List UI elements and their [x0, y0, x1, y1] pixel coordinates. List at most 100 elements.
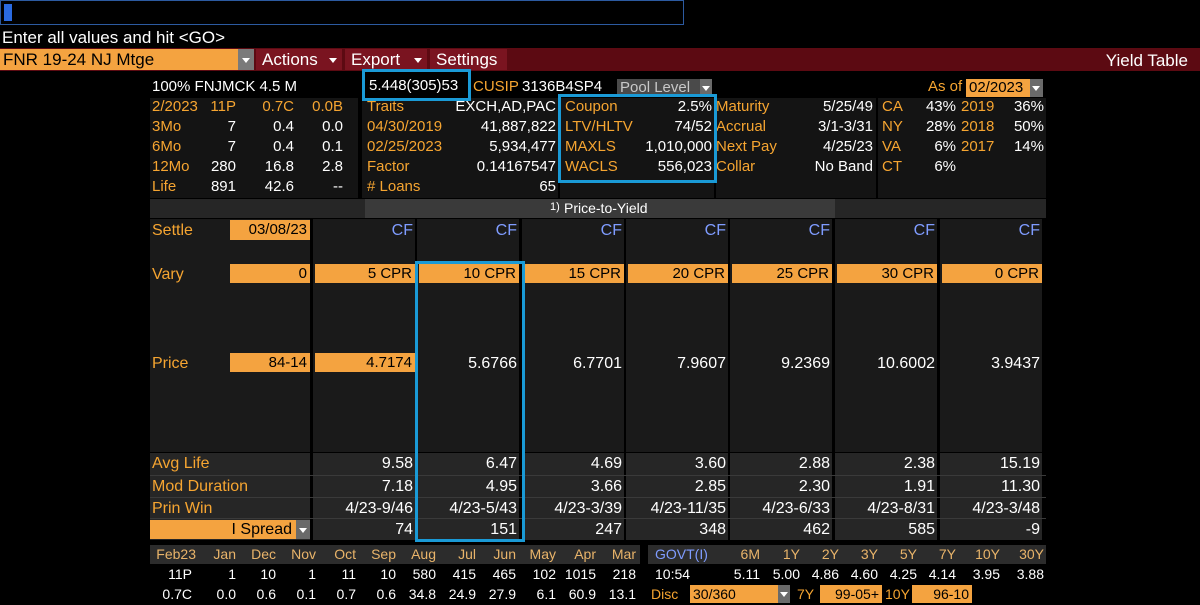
vary-field[interactable]: 5 CPR [315, 264, 415, 283]
grid-panel [417, 453, 519, 540]
price-field[interactable]: 84-14 [230, 353, 310, 372]
row-divider [150, 518, 1046, 519]
history-value: 13.1 [608, 586, 636, 602]
info-label: Maturity [716, 98, 770, 115]
cell-value: 4.69 [590, 455, 622, 472]
history-value: 27.9 [488, 586, 516, 602]
stat-label: 12Mo [152, 158, 190, 175]
row-label: Mod Duration [152, 478, 249, 495]
vary-field[interactable]: 10 CPR [419, 264, 519, 283]
tenor-header: 6M [740, 546, 760, 562]
cell-value: 4/23-8/31 [867, 500, 935, 517]
month-header: Mar [611, 546, 636, 562]
menu-button[interactable]: Actions [256, 49, 342, 70]
stat-value: 0.0 [322, 118, 343, 135]
command-input[interactable] [0, 0, 684, 25]
govt-yield: 4.86 [811, 566, 839, 582]
row-label: Price [152, 355, 189, 372]
settle-field[interactable]: 03/08/23 [230, 220, 310, 240]
menu-button[interactable]: Export [345, 49, 427, 70]
price-field[interactable]: 4.7174 [315, 353, 415, 372]
history-value: 6.1 [536, 586, 556, 602]
history-value: 0.6 [256, 586, 276, 602]
day-count-field[interactable]: 30/360 [690, 585, 778, 603]
vary-field[interactable]: 20 CPR [628, 264, 728, 283]
vary-field[interactable]: 30 CPR [837, 264, 937, 283]
grid-panel [313, 219, 415, 452]
grid-panel [940, 219, 1042, 452]
cf-label: CF [808, 222, 830, 239]
month-header: Aug [411, 546, 436, 562]
cell-value: 462 [803, 521, 830, 538]
price-a-field[interactable]: 99-05+ [820, 585, 882, 603]
govt-yield: 4.25 [889, 566, 917, 582]
stat-label: Life [152, 178, 177, 195]
info-label: 04/30/2019 [367, 118, 443, 135]
price-value: 3.9437 [991, 355, 1040, 372]
vary-field[interactable]: 0 CPR [942, 264, 1042, 283]
as-of-field[interactable]: 02/2023 [966, 79, 1030, 97]
pool-level-field[interactable]: Pool Level [617, 79, 701, 97]
info-value: 50% [1013, 118, 1044, 135]
info-value: 3/1-3/31 [817, 118, 873, 135]
cf-label: CF [913, 222, 935, 239]
info-label: Factor [367, 158, 410, 175]
tenor-label: 10Y [885, 586, 910, 602]
info-value: 556,023 [657, 158, 712, 175]
cell-value: 3.60 [694, 455, 726, 472]
history-value: 24.9 [448, 586, 476, 602]
cell-value: 585 [908, 521, 935, 538]
cell-value: 7.18 [381, 478, 413, 495]
panel [716, 98, 876, 198]
info-value: No Band [814, 158, 873, 175]
section-tab[interactable] [365, 199, 835, 218]
info-label: CA [882, 98, 903, 115]
info-value: 74/52 [674, 118, 712, 135]
grid-panel [522, 453, 624, 540]
stat-label: 3Mo [152, 118, 182, 135]
month-header: Feb23 [156, 546, 196, 562]
spread-field[interactable]: I Spread [150, 520, 296, 539]
grid-panel [626, 219, 728, 452]
info-value: 0.14167547 [476, 158, 556, 175]
history-value: 1 [308, 566, 316, 582]
grid-panel [626, 453, 728, 540]
info-value: 41,887,822 [480, 118, 556, 135]
highlight-box [415, 261, 525, 542]
info-value: 2.5% [677, 98, 712, 115]
info-label: Collar [716, 158, 756, 175]
security-field[interactable]: FNR 19-24 NJ Mtge [0, 49, 238, 70]
month-header: Sep [371, 546, 396, 562]
history-value: 580 [412, 566, 436, 582]
stat-value: 0.4 [273, 118, 294, 135]
cell-value: 4/23-9/46 [345, 500, 413, 517]
grid-panel [940, 453, 1042, 540]
history-value: 1 [228, 566, 236, 582]
history-value: 10 [260, 566, 276, 582]
grid-panel [835, 453, 937, 540]
vary-field[interactable]: 0 [230, 264, 310, 283]
info-label: VA [882, 138, 901, 155]
vary-field[interactable]: 15 CPR [524, 264, 624, 283]
cell-value: 4/23-3/39 [554, 500, 622, 517]
cf-label: CF [391, 222, 413, 239]
info-label: MAXLS [565, 138, 616, 155]
month-header: Jan [213, 546, 236, 562]
info-value: 6% [934, 158, 956, 175]
cell-value: 11.30 [1001, 478, 1040, 495]
cell-value: 151 [490, 521, 517, 538]
tenor-header: 10Y [975, 546, 1000, 562]
govt-header-bg [648, 545, 1046, 564]
highlight-box [558, 94, 717, 183]
price-b-field[interactable]: 96-10 [912, 585, 972, 603]
grid-panel [835, 219, 937, 452]
price-value: 5.6766 [468, 355, 517, 372]
cell-value: 15.19 [999, 455, 1040, 472]
history-value: 415 [452, 566, 476, 582]
info-label: # Loans [367, 178, 421, 195]
menu-button[interactable]: Settings [430, 49, 507, 70]
cell-value: 4/23-5/43 [449, 500, 517, 517]
info-value: 1,010,000 [645, 138, 712, 155]
vary-field[interactable]: 25 CPR [732, 264, 832, 283]
tenor-header: 3Y [860, 546, 878, 562]
